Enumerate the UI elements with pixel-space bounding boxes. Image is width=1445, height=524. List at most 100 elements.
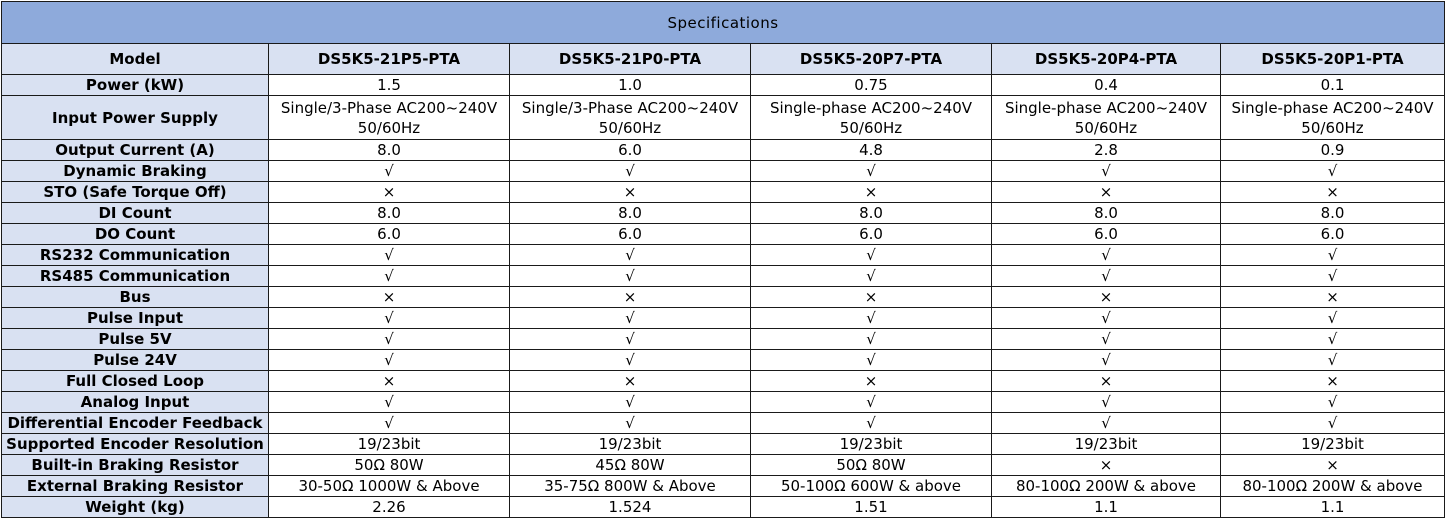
cell-line: Single-phase AC200~240V [1231,98,1434,117]
spec-cell: √ [1220,412,1445,434]
spec-cell: × [750,286,992,308]
spec-cell: √ [750,244,992,266]
spec-cell: 35-75Ω 800W & Above [509,475,751,497]
row-label: Output Current (A) [1,139,269,161]
cell-line: 50/60Hz [1074,118,1138,137]
row-label: Pulse 24V [1,349,269,371]
cell-line: 50/60Hz [839,118,903,137]
spec-cell: 19/23bit [750,433,992,455]
cell-line: 50/60Hz [357,118,421,137]
table-row: RS232 Communication √ √ √ √ √ [1,244,1445,266]
table-row: DI Count 8.0 8.0 8.0 8.0 8.0 [1,202,1445,224]
row-label: Full Closed Loop [1,370,269,392]
spec-cell: √ [1220,265,1445,287]
table-row: Pulse 5V √ √ √ √ √ [1,328,1445,350]
model-header-row: Model DS5K5-21P5-PTA DS5K5-21P0-PTA DS5K… [1,43,1445,75]
table-row: Pulse 24V √ √ √ √ √ [1,349,1445,371]
row-label: Pulse 5V [1,328,269,350]
spec-cell: 1.0 [509,74,751,96]
spec-cell: 30-50Ω 1000W & Above [268,475,510,497]
spec-cell: × [1220,370,1445,392]
spec-cell: 19/23bit [1220,433,1445,455]
spec-cell: √ [268,412,510,434]
spec-cell: 6.0 [509,223,751,245]
spec-cell: 8.0 [991,202,1221,224]
spec-cell: 8.0 [750,202,992,224]
row-label: Built-in Braking Resistor [1,454,269,476]
spec-cell: 2.26 [268,496,510,518]
spec-cell: Single/3-Phase AC200~240V 50/60Hz [268,95,510,140]
spec-cell: √ [750,265,992,287]
spec-cell: × [268,370,510,392]
model-header-cell: DS5K5-21P0-PTA [509,43,751,75]
spec-cell: √ [1220,160,1445,182]
cell-line: Single-phase AC200~240V [1004,98,1208,117]
cell-line: Single/3-Phase AC200~240V [280,98,498,117]
spec-cell: √ [268,307,510,329]
spec-cell: × [509,286,751,308]
spec-cell: √ [991,391,1221,413]
model-header-label: Model [1,43,269,75]
spec-cell: Single-phase AC200~240V 50/60Hz [1220,95,1445,140]
spec-cell: 0.9 [1220,139,1445,161]
spec-cell: 6.0 [991,223,1221,245]
spec-cell: √ [750,391,992,413]
table-row: Dynamic Braking √ √ √ √ √ [1,160,1445,182]
spec-cell: 1.524 [509,496,751,518]
table-row: Weight (kg) 2.26 1.524 1.51 1.1 1.1 [1,496,1445,518]
spec-cell: √ [268,265,510,287]
spec-cell: √ [750,412,992,434]
model-header-cell: DS5K5-20P4-PTA [991,43,1221,75]
table-row: Differential Encoder Feedback √ √ √ √ √ [1,412,1445,434]
spec-cell: √ [991,265,1221,287]
spec-cell: × [509,370,751,392]
spec-cell: 1.1 [991,496,1221,518]
row-label: Pulse Input [1,307,269,329]
table-row: Analog Input √ √ √ √ √ [1,391,1445,413]
table-row: Full Closed Loop × × × × × [1,370,1445,392]
table-row: Output Current (A) 8.0 6.0 4.8 2.8 0.9 [1,139,1445,161]
spec-cell: 50-100Ω 600W & above [750,475,992,497]
row-label: Power (kW) [1,74,269,96]
spec-cell: 1.5 [268,74,510,96]
row-label: RS485 Communication [1,265,269,287]
spec-cell: 6.0 [1220,223,1445,245]
spec-cell: × [991,370,1221,392]
table-row: Built-in Braking Resistor 50Ω 80W 45Ω 80W 5… [1,454,1445,476]
cell-line: Single-phase AC200~240V [769,98,973,117]
spec-cell: 80-100Ω 200W & above [991,475,1221,497]
spec-cell: √ [1220,349,1445,371]
spec-cell: Single/3-Phase AC200~240V 50/60Hz [509,95,751,140]
spec-cell: × [1220,454,1445,476]
title-row: Specifications [1,1,1445,44]
spec-cell: 4.8 [750,139,992,161]
spec-cell: √ [1220,244,1445,266]
table-row: Input Power Supply Single/3-Phase AC200~2… [1,95,1445,140]
spec-cell: 1.1 [1220,496,1445,518]
spec-cell: × [991,181,1221,203]
row-label: Bus [1,286,269,308]
row-label: External Braking Resistor [1,475,269,497]
spec-cell: √ [991,349,1221,371]
spec-cell: √ [1220,391,1445,413]
model-header-cell: DS5K5-21P5-PTA [268,43,510,75]
spec-cell: 2.8 [991,139,1221,161]
spec-cell: 8.0 [509,202,751,224]
spec-cell: × [509,181,751,203]
table-row: Pulse Input √ √ √ √ √ [1,307,1445,329]
cell-line: Single/3-Phase AC200~240V [521,98,739,117]
spec-cell: 45Ω 80W [509,454,751,476]
spec-cell: √ [991,160,1221,182]
spec-cell: 8.0 [268,202,510,224]
row-label: Differential Encoder Feedback [1,412,269,434]
table-row: STO (Safe Torque Off) × × × × × [1,181,1445,203]
model-header-cell: DS5K5-20P1-PTA [1220,43,1445,75]
spec-cell: × [268,181,510,203]
spec-cell: √ [268,160,510,182]
spec-cell: 8.0 [1220,202,1445,224]
row-label: DI Count [1,202,269,224]
spec-cell: 19/23bit [268,433,510,455]
spec-cell: √ [268,349,510,371]
spec-cell: √ [509,160,751,182]
